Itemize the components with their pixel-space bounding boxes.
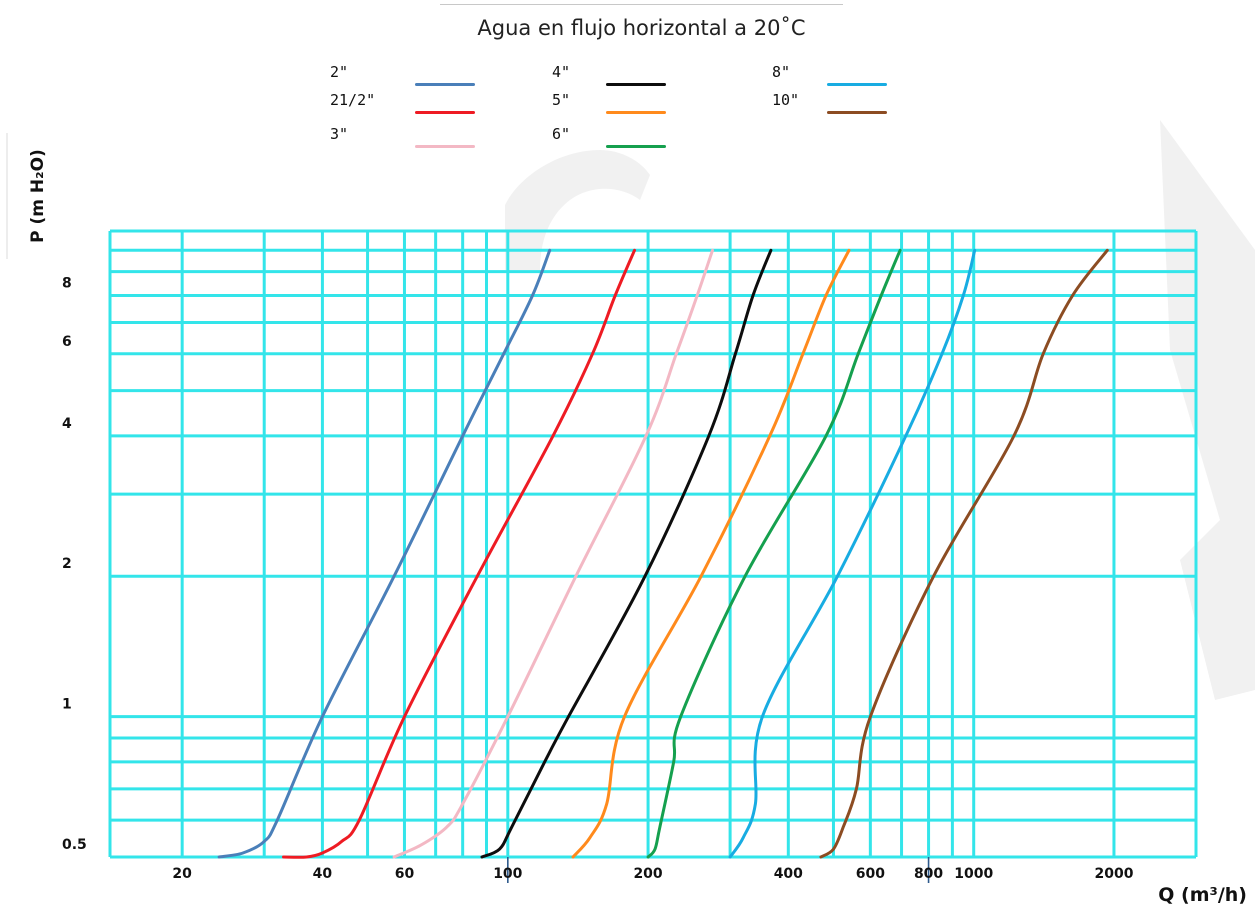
x-axis-label: Q (m³/h): [1158, 884, 1247, 906]
x-tick-label: 100: [493, 866, 522, 882]
series-lines: [217, 248, 1109, 859]
y-tick-label: 8: [62, 275, 72, 291]
legend-label: 6": [552, 125, 571, 143]
legend-swatch: [827, 83, 887, 86]
series-line: [480, 248, 773, 859]
series-line: [728, 248, 977, 859]
series-line: [819, 248, 1109, 859]
x-tick-label: 2000: [1094, 866, 1133, 882]
legend-label: 4": [552, 63, 571, 81]
x-tick-label: 600: [856, 866, 885, 882]
tick-labels: 20 40 60 100 200 400 600 800 1000 2000 0.5 1 2 4 6 8: [62, 275, 1134, 882]
chart-title: Agua en flujo horizontal a 20˚C: [477, 16, 806, 40]
legend-swatch: [606, 83, 666, 86]
y-tick-label: 2: [62, 556, 72, 572]
x-tick-label: 20: [172, 866, 192, 882]
x-tick-label: 60: [395, 866, 415, 882]
legend-swatch: [415, 83, 475, 86]
y-tick-label: 4: [62, 416, 72, 432]
ylabel-side-rule: [6, 133, 8, 259]
x-tick-label: 200: [633, 866, 662, 882]
legend-label: 8": [772, 63, 791, 81]
axis-markers: [507, 857, 930, 883]
legend-swatch: [606, 111, 666, 114]
x-tick-label: 40: [313, 866, 333, 882]
legend-swatch: [827, 111, 887, 114]
legend-swatch: [415, 145, 475, 148]
y-tick-label: 0.5: [62, 837, 87, 853]
legend-label: 5": [552, 91, 571, 109]
legend-label: 3": [330, 125, 349, 143]
x-tick-label: 400: [774, 866, 803, 882]
series-line: [646, 248, 902, 859]
legend-swatch: [606, 145, 666, 148]
title-rule: [440, 4, 843, 5]
y-tick-label: 6: [62, 334, 72, 350]
series-line: [392, 248, 714, 859]
series-line: [217, 248, 552, 859]
x-tick-label: 800: [914, 866, 943, 882]
x-tick-label: 1000: [954, 866, 993, 882]
legend-label: 2": [330, 63, 349, 81]
y-tick-label: 1: [62, 697, 72, 713]
legend-label: 10": [772, 91, 800, 109]
legend-label: 21/2": [330, 91, 376, 109]
legend-swatch: [415, 111, 475, 114]
series-line: [282, 248, 636, 859]
series-line: [571, 248, 851, 859]
grid-lines: [108, 229, 1198, 859]
